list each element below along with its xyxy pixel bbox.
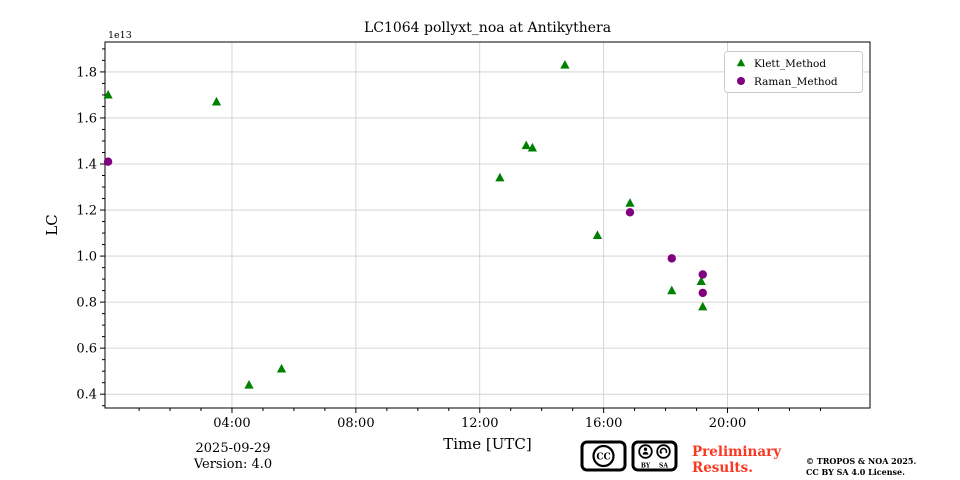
svg-text:1.4: 1.4 (76, 158, 97, 173)
data-point (521, 140, 531, 150)
preliminary-results-note: Preliminary Results. (692, 444, 782, 476)
tick-marks (100, 48, 821, 413)
legend-marker (737, 77, 745, 85)
svg-text:20:00: 20:00 (709, 416, 746, 431)
by-sa-badge-frame (631, 440, 678, 472)
sa-arrow-icon (656, 444, 671, 459)
svg-text:0.4: 0.4 (76, 388, 97, 403)
y-axis-offset-label: 1e13 (108, 30, 132, 41)
legend: Klett_Method Raman_Method (724, 51, 863, 93)
date-label: 2025-09-29 (195, 441, 271, 456)
svg-text:0.6: 0.6 (76, 342, 97, 357)
preliminary-line1: Preliminary (692, 444, 782, 460)
date-version-block: 2025-09-29 Version: 4.0 (160, 441, 306, 474)
plot-border (104, 41, 871, 409)
by-person-head (643, 447, 648, 451)
data-point (495, 172, 505, 182)
sa-label: SA (659, 463, 668, 470)
data-point (560, 60, 570, 69)
svg-text:1.2: 1.2 (76, 204, 97, 219)
data-point (527, 142, 538, 152)
data-point (698, 270, 707, 279)
by-label: BY (641, 463, 651, 470)
by-person-body (642, 451, 649, 455)
by-person-icon (638, 444, 653, 459)
copyright-note: © TROPOS & NOA 2025. CC BY SA 4.0 Licens… (806, 456, 916, 478)
cc-badge-frame (580, 440, 627, 472)
data-point (667, 285, 677, 295)
svg-text:0.8: 0.8 (76, 296, 97, 311)
data-point (696, 276, 706, 285)
svg-text:12:00: 12:00 (461, 416, 498, 431)
copyright-line1: © TROPOS & NOA 2025. (806, 456, 917, 466)
series-klett_method (103, 60, 708, 389)
cc-circle-icon (592, 444, 615, 468)
cc-badge: CC (580, 440, 627, 472)
by-sa-badge: BY SA (631, 440, 678, 472)
preliminary-line2: Results. (692, 459, 753, 476)
cc-license-badges: CC BY SA (580, 440, 678, 472)
legend-label: Klett_Method (754, 58, 826, 70)
data-point (103, 157, 113, 166)
svg-text:08:00: 08:00 (337, 416, 374, 431)
data-point (244, 379, 254, 389)
version-label: Version: 4.0 (193, 457, 273, 473)
data-point (698, 301, 708, 311)
legend-marker (736, 58, 746, 67)
svg-text:16:00: 16:00 (585, 416, 622, 431)
svg-text:04:00: 04:00 (213, 416, 250, 431)
data-point (625, 208, 635, 217)
y-axis-label: LC (43, 214, 61, 235)
cc-letters: CC (596, 453, 610, 463)
data-point (667, 254, 676, 263)
data-point (103, 89, 113, 99)
svg-text:1.8: 1.8 (76, 65, 97, 80)
tick-labels: 04:00 08:00 12:00 16:00 20:00 0.4 0.6 0.8 1.0 1.2… (76, 65, 746, 431)
copyright-line2: CC BY SA 4.0 License. (806, 466, 905, 477)
svg-text:1.0: 1.0 (76, 250, 97, 265)
series-raman_method (103, 157, 707, 298)
legend-box (724, 51, 863, 93)
svg-text:1.6: 1.6 (76, 111, 97, 126)
x-axis-label: Time [UTC] (443, 435, 532, 453)
data-point (625, 198, 635, 207)
data-point (211, 96, 222, 106)
data-point (592, 230, 603, 239)
gridlines (105, 42, 870, 408)
chart-title: LC1064 pollyxt_noa at Antikythera (364, 20, 611, 36)
legend-label: Raman_Method (754, 76, 838, 88)
data-point (276, 363, 287, 373)
data-point (698, 288, 707, 298)
sa-arrow-head (659, 451, 663, 455)
